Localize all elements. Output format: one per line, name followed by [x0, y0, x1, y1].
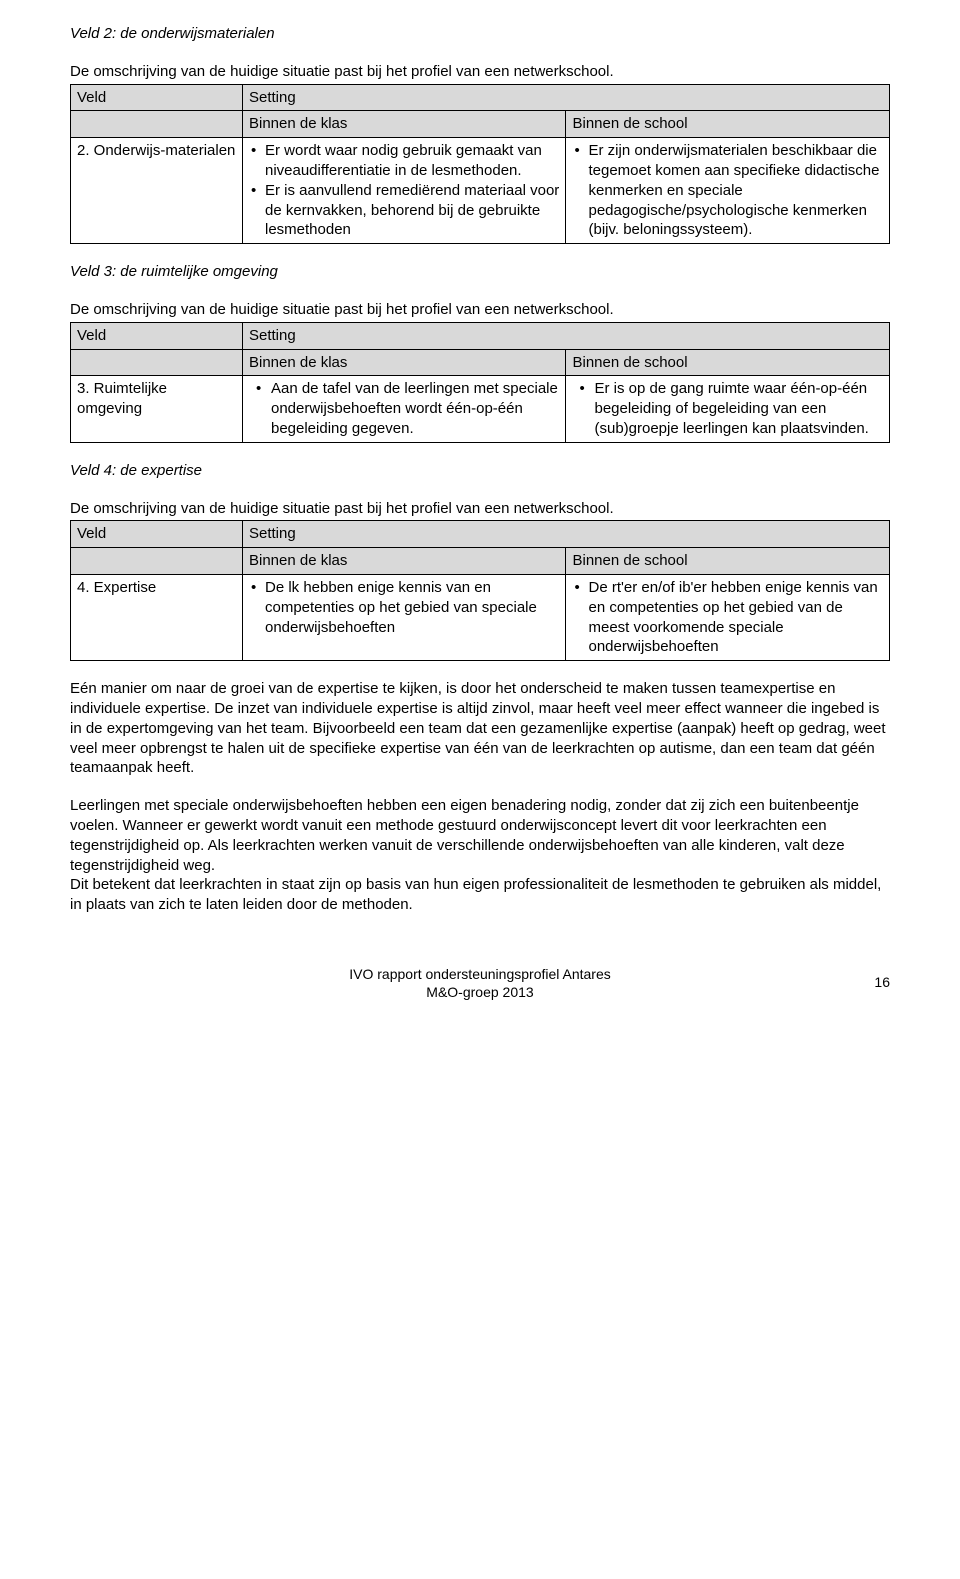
- list-item: Er is aanvullend remediërend materiaal v…: [249, 181, 560, 240]
- th-setting: Setting: [242, 322, 889, 349]
- row-label: 4. Expertise: [71, 574, 243, 660]
- row-label: 2. Onderwijs-materialen: [71, 138, 243, 244]
- th-school: Binnen de school: [566, 111, 890, 138]
- paragraph-1: Eén manier om naar de groei van de exper…: [70, 679, 890, 778]
- veld3-heading: Veld 3: de ruimtelijke omgeving: [70, 262, 890, 282]
- list-item: Er is op de gang ruimte waar één-op-één …: [572, 379, 883, 438]
- th-veld: Veld: [71, 521, 243, 548]
- cell-school: Er is op de gang ruimte waar één-op-één …: [566, 376, 890, 442]
- table-row: 3. Ruimtelijke omgeving Aan de tafel van…: [71, 376, 890, 442]
- row-label: 3. Ruimtelijke omgeving: [71, 376, 243, 442]
- th-setting: Setting: [242, 521, 889, 548]
- th-veld: Veld: [71, 84, 243, 111]
- cell-school: De rt'er en/of ib'er hebben enige kennis…: [566, 574, 890, 660]
- veld2-heading: Veld 2: de onderwijsmaterialen: [70, 24, 890, 44]
- footer-line1: IVO rapport ondersteuningsprofiel Antare…: [349, 965, 611, 983]
- paragraph-3: Dit betekent dat leerkrachten in staat z…: [70, 875, 890, 915]
- table-row: Veld Setting: [71, 84, 890, 111]
- td-empty: [71, 111, 243, 138]
- cell-klas: De lk hebben enige kennis van en compete…: [242, 574, 566, 660]
- td-empty: [71, 548, 243, 575]
- table-row: Veld Setting: [71, 521, 890, 548]
- veld3-table: Veld Setting Binnen de klas Binnen de sc…: [70, 322, 890, 443]
- veld4-table: Veld Setting Binnen de klas Binnen de sc…: [70, 520, 890, 661]
- veld4-heading: Veld 4: de expertise: [70, 461, 890, 481]
- cell-klas: Aan de tafel van de leerlingen met speci…: [242, 376, 566, 442]
- cell-klas: Er wordt waar nodig gebruik gemaakt van …: [242, 138, 566, 244]
- th-klas: Binnen de klas: [242, 111, 566, 138]
- th-veld: Veld: [71, 322, 243, 349]
- veld4-intro: De omschrijving van de huidige situatie …: [70, 499, 890, 519]
- page-footer: IVO rapport ondersteuningsprofiel Antare…: [70, 965, 890, 1002]
- table-row: 2. Onderwijs-materialen Er wordt waar no…: [71, 138, 890, 244]
- list-item: De rt'er en/of ib'er hebben enige kennis…: [572, 578, 883, 657]
- table-row: Binnen de klas Binnen de school: [71, 111, 890, 138]
- veld2-table: Veld Setting Binnen de klas Binnen de sc…: [70, 84, 890, 245]
- list-item: Aan de tafel van de leerlingen met speci…: [249, 379, 560, 438]
- list-item: De lk hebben enige kennis van en compete…: [249, 578, 560, 637]
- th-school: Binnen de school: [566, 548, 890, 575]
- cell-school: Er zijn onderwijsmaterialen beschikbaar …: [566, 138, 890, 244]
- th-school: Binnen de school: [566, 349, 890, 376]
- table-row: Binnen de klas Binnen de school: [71, 349, 890, 376]
- table-row: Binnen de klas Binnen de school: [71, 548, 890, 575]
- th-klas: Binnen de klas: [242, 548, 566, 575]
- paragraph-2: Leerlingen met speciale onderwijsbehoeft…: [70, 796, 890, 875]
- page-number: 16: [874, 973, 890, 991]
- table-row: Veld Setting: [71, 322, 890, 349]
- veld3-intro: De omschrijving van de huidige situatie …: [70, 300, 890, 320]
- td-empty: [71, 349, 243, 376]
- th-klas: Binnen de klas: [242, 349, 566, 376]
- table-row: 4. Expertise De lk hebben enige kennis v…: [71, 574, 890, 660]
- list-item: Er wordt waar nodig gebruik gemaakt van …: [249, 141, 560, 181]
- footer-line2: M&O-groep 2013: [349, 983, 611, 1001]
- th-setting: Setting: [242, 84, 889, 111]
- veld2-intro: De omschrijving van de huidige situatie …: [70, 62, 890, 82]
- list-item: Er zijn onderwijsmaterialen beschikbaar …: [572, 141, 883, 240]
